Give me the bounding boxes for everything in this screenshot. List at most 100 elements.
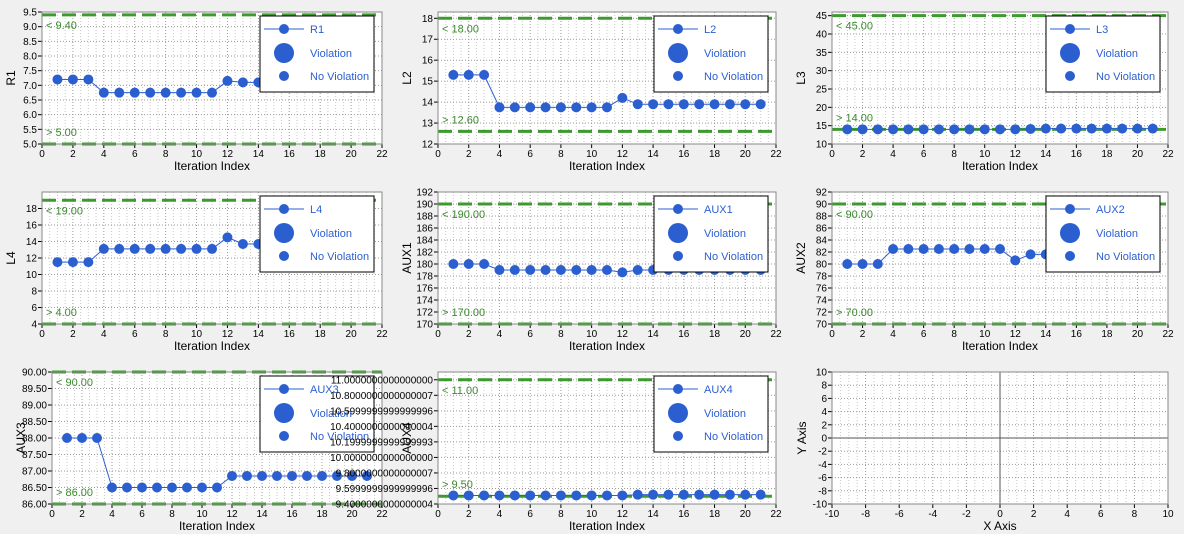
- x-tick-label: 4: [497, 329, 503, 340]
- data-point: [872, 259, 883, 269]
- x-tick-label: 14: [648, 509, 660, 520]
- legend-series-name: AUX2: [1096, 204, 1125, 216]
- x-tick-label: 2: [466, 509, 472, 520]
- x-tick-label: 16: [678, 149, 690, 160]
- x-tick-label: 8: [558, 149, 564, 160]
- data-point: [494, 265, 505, 275]
- legend-violation-label: Violation: [1096, 48, 1138, 60]
- legend-violation-label: Violation: [310, 228, 352, 240]
- y-tick-label: -6: [818, 473, 827, 484]
- x-tick-label: 8: [163, 149, 169, 160]
- legend-violation-marker: [274, 223, 294, 243]
- data-point: [114, 87, 125, 98]
- x-tick-label: -2: [962, 509, 971, 520]
- x-tick-label: 0: [435, 509, 441, 520]
- data-point: [176, 243, 187, 254]
- upper-limit-label: < 90.00: [56, 377, 93, 389]
- legend-marker: [1065, 204, 1075, 214]
- x-tick-label: 2: [860, 149, 866, 160]
- y-tick-label: 25: [816, 85, 828, 96]
- data-point: [207, 243, 217, 254]
- x-tick-label: 0: [829, 329, 835, 340]
- legend-violation-label: Violation: [704, 408, 746, 420]
- legend-series-name: AUX1: [704, 204, 733, 216]
- y-tick-label: 182: [416, 248, 433, 259]
- data-point: [555, 265, 566, 275]
- y-tick-label: 6.5: [23, 96, 37, 107]
- x-tick-label: 12: [222, 149, 234, 160]
- legend-series-name: R1: [310, 24, 324, 36]
- upper-limit-label: < 18.00: [442, 23, 479, 35]
- y-tick-label: 0: [821, 434, 827, 445]
- data-point: [287, 470, 297, 481]
- legend: AUX2 Violation No Violation: [1045, 195, 1161, 273]
- y-tick-label: 18: [26, 204, 38, 215]
- lower-limit-label: > 86.00: [56, 487, 93, 499]
- data-point: [602, 265, 612, 275]
- legend-no-violation-label: No Violation: [704, 431, 763, 443]
- x-tick-label: 22: [376, 149, 388, 160]
- x-tick-label: 6: [139, 509, 145, 520]
- x-tick-label: 12: [1010, 149, 1022, 160]
- x-tick-label: 12: [617, 329, 629, 340]
- data-point: [586, 490, 597, 501]
- data-point: [857, 124, 868, 135]
- data-point: [964, 244, 975, 254]
- y-tick-label: 87.00: [22, 467, 47, 478]
- lower-limit-label: > 12.60: [442, 114, 479, 126]
- y-tick-label: 82: [816, 248, 828, 259]
- data-point: [1056, 123, 1067, 134]
- data-point: [257, 470, 267, 481]
- y-tick-label: 174: [416, 296, 433, 307]
- data-point: [222, 75, 233, 86]
- data-point: [933, 244, 944, 254]
- data-point: [227, 470, 237, 481]
- data-point: [842, 124, 853, 135]
- y-tick-label: 8.5: [23, 37, 37, 48]
- legend-no-violation-label: No Violation: [1096, 71, 1155, 83]
- legend-marker: [279, 384, 289, 394]
- data-point: [83, 74, 94, 85]
- legend-series-name: L4: [310, 204, 322, 216]
- y-tick-label: 86.00: [22, 500, 47, 511]
- data-point: [724, 99, 735, 110]
- y-tick-label: 178: [416, 272, 433, 283]
- plot-frame: [437, 371, 777, 505]
- data-point: [494, 490, 505, 501]
- legend-no-violation-marker: [673, 251, 683, 261]
- x-tick-label: 16: [286, 509, 298, 520]
- x-tick-label: 16: [678, 329, 690, 340]
- data-point: [1010, 255, 1021, 266]
- x-tick-label: 12: [617, 149, 629, 160]
- data-point: [632, 265, 643, 275]
- legend-violation-label: Violation: [704, 228, 746, 240]
- data-point: [918, 244, 929, 254]
- y-tick-label: 89.50: [22, 384, 47, 395]
- y-tick-label: 90.00: [22, 368, 47, 379]
- y-tick-label: 88: [816, 212, 828, 223]
- plot-frame: [41, 191, 383, 325]
- data-point: [137, 482, 147, 493]
- data-point: [571, 265, 582, 275]
- y-tick-label: 10.5999999999999996: [330, 406, 433, 417]
- data-point: [586, 265, 597, 275]
- data-point: [191, 87, 202, 98]
- y-tick-label: 74: [816, 296, 828, 307]
- x-tick-label: 16: [284, 149, 296, 160]
- data-point: [918, 124, 929, 135]
- legend-marker: [1065, 24, 1075, 34]
- data-point: [1132, 123, 1143, 134]
- chart-7: 0 2 4 6 8 10 12 14 16 18 20 22 86.00 86.50 87.00 87.50 8…: [14, 368, 388, 534]
- x-tick-label: 0: [435, 149, 441, 160]
- y-tick-label: 190: [416, 200, 433, 211]
- x-tick-label: 10: [196, 509, 208, 520]
- legend-series-name: L3: [1096, 24, 1108, 36]
- x-tick-label: 8: [951, 149, 957, 160]
- data-point: [237, 77, 248, 88]
- x-tick-label: 14: [648, 329, 660, 340]
- x-tick-label: 2: [860, 329, 866, 340]
- data-point: [145, 243, 156, 254]
- x-tick-label: 4: [109, 509, 115, 520]
- legend-no-violation-marker: [1065, 71, 1075, 81]
- data-point: [525, 490, 536, 501]
